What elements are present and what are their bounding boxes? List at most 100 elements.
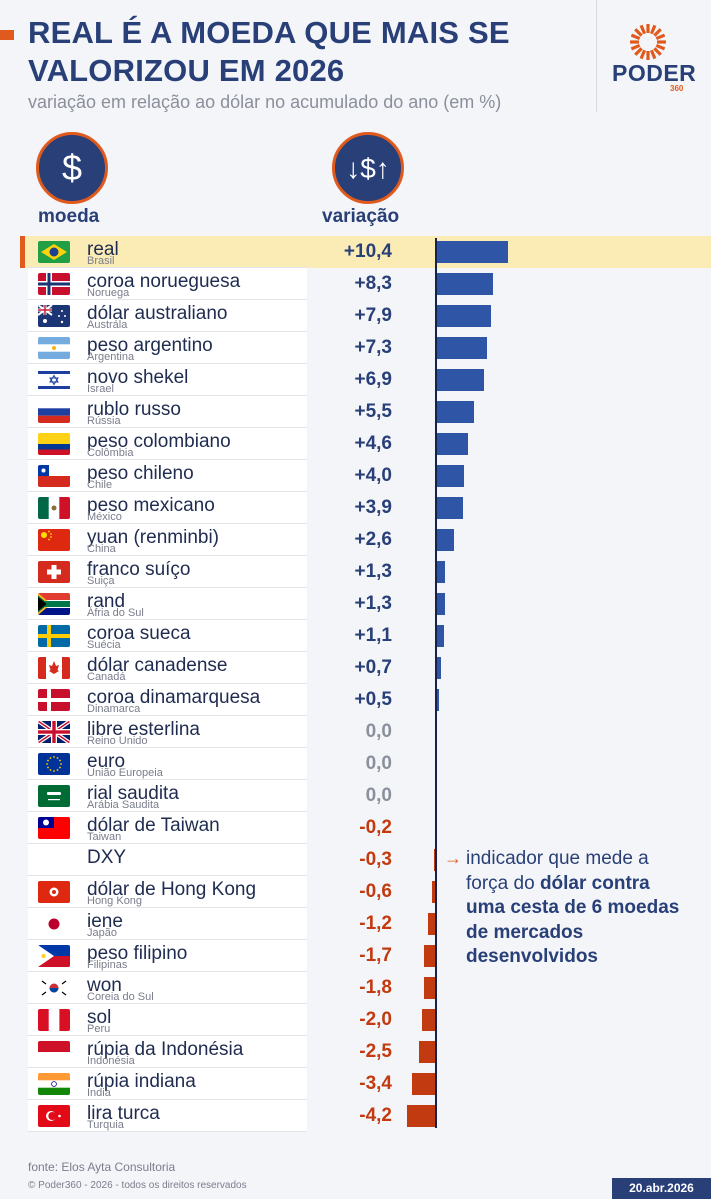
row-separator [28,683,307,684]
flag-colombia-icon [38,433,70,455]
currency-name: rúpia da Indonésia [87,1039,244,1060]
variation-value: +4,0 [354,465,392,486]
currency-name: yuan (renminbi) [87,527,219,548]
flag-argentina-icon [38,337,70,359]
dxy-note-bold: dólar contra uma cesta de 6 moedas de me… [466,872,680,968]
dxy-note-text: indicador que mede a força do [466,848,649,894]
variation-value: +0,7 [354,657,392,678]
row-separator [28,811,307,812]
currency-name: peso colombiano [87,431,231,452]
row-separator [28,555,307,556]
date-badge: 20.abr.2026 [612,1178,711,1199]
row-separator [28,331,307,332]
flag-european-union-icon [38,753,70,775]
currency-name: franco suíço [87,559,191,580]
svg-text:↓$↑: ↓$↑ [346,153,390,184]
variation-value: +8,3 [354,273,392,294]
note-arrow: → [444,848,462,868]
bar-positive [436,657,441,679]
variation-value: 0,0 [365,785,392,806]
country-name: Indonésia [87,1055,135,1067]
variation-value: 0,0 [365,753,392,774]
country-name: Filipinas [87,959,128,971]
table-row [28,588,307,619]
variation-value: +1,3 [354,593,392,614]
bar-negative [412,1073,436,1095]
row-separator [28,1131,307,1132]
variation-value: -3,4 [359,1073,392,1094]
dollar-icon: $ [36,132,108,204]
highlight-row-background [24,236,711,268]
bar-positive [436,273,494,295]
country-name: India [87,1087,111,1099]
flag-chile-icon [38,465,70,487]
country-name: Japão [87,927,117,939]
country-name: China [87,543,116,555]
country-name: Turquia [87,1119,124,1131]
country-name: Peru [87,1023,111,1035]
flag-norway-icon [38,273,70,295]
table-row [28,396,307,427]
currency-name: sol [87,1007,112,1028]
table-row [28,748,307,779]
flag-russia-icon [38,401,70,423]
variation-value: +10,4 [343,241,392,262]
row-separator [28,363,307,364]
variation-value: +4,6 [354,433,392,454]
country-name: União Europeia [87,767,163,779]
title-accent-mark [0,30,14,40]
bar-negative [418,1041,436,1063]
row-separator [28,1035,307,1036]
flag-japan-icon [38,913,70,935]
row-separator [28,427,307,428]
currency-column-header: moeda [38,206,100,227]
currency-name: rand [87,591,126,612]
flag-united-kingdom-icon [38,721,70,743]
table-row [28,492,307,523]
currency-name: dólar australiano [87,303,228,324]
country-name: Canadá [87,671,126,683]
row-separator [28,1067,307,1068]
highlight-row-marker [20,236,25,268]
country-name: Reino Unido [87,735,148,747]
bar-positive [436,369,484,391]
variation-value: +3,9 [354,497,392,518]
zero-axis-line [435,238,437,1128]
flag-china-icon [38,529,70,551]
bar-positive [436,561,445,583]
country-name: Suiça [87,575,115,587]
table-row [28,268,307,299]
country-name: Noruega [87,287,130,299]
currency-name: real [87,239,119,260]
variation-value: -0,3 [359,849,392,870]
row-separator [28,523,307,524]
country-name: Suécia [87,639,121,651]
flag-taiwan-icon [38,817,70,839]
row-separator [28,875,307,876]
bar-negative [427,913,436,935]
currency-name: iene [87,911,123,932]
bar-negative [422,1009,436,1031]
variation-value: +6,9 [354,369,392,390]
bar-negative [433,849,436,871]
currency-name: DXY [87,847,127,868]
country-name: Coreia do Sul [87,991,154,1003]
country-name: Dinamarca [87,703,141,715]
row-separator [28,267,307,268]
country-name: Chile [87,479,113,491]
variation-value: +5,5 [354,401,392,422]
variation-value: -1,2 [359,913,392,934]
table-row [28,300,307,331]
country-name: Austrála [87,319,128,331]
table-row [28,844,307,875]
currency-name: dólar canadense [87,655,228,676]
currency-name: peso mexicano [87,495,215,516]
table-row [28,940,307,971]
table-row [28,364,307,395]
flag-brazil-icon [38,241,70,263]
currency-name: rublo russo [87,399,181,420]
row-separator [28,747,307,748]
table-row [28,1068,307,1099]
flag-mexico-icon [38,497,70,519]
variation-value: -2,0 [359,1009,392,1030]
